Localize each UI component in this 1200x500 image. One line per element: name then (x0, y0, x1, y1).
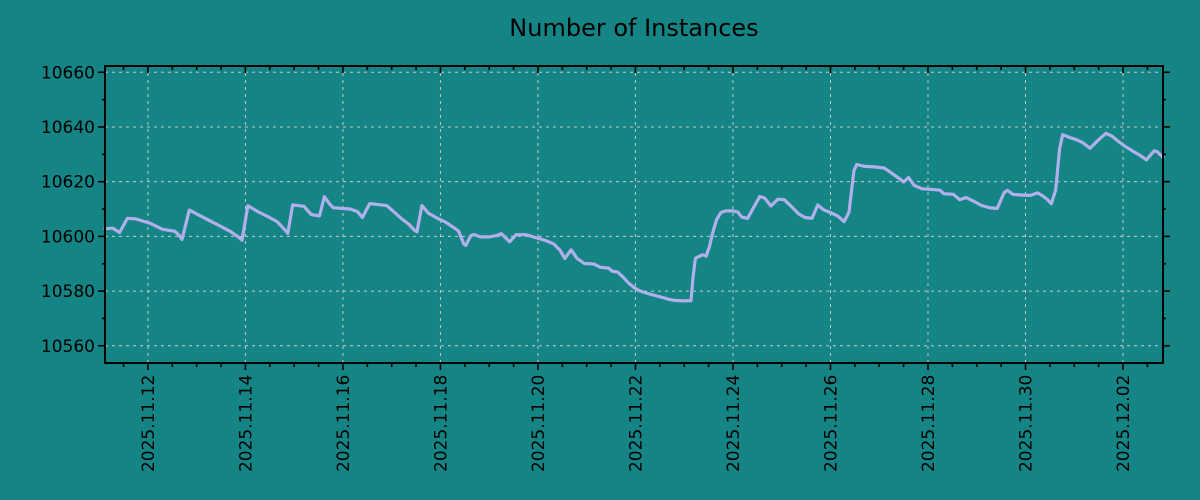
y-tick-label: 10560 (41, 337, 95, 357)
x-tick-label: 2025.11.18 (431, 375, 451, 472)
plot-frame (104, 65, 1164, 364)
y-tick-label: 10620 (41, 173, 95, 193)
x-tick-label: 2025.11.24 (724, 375, 744, 472)
x-tick-label: 2025.11.30 (1017, 375, 1037, 472)
x-tick-label: 2025.11.26 (821, 375, 841, 472)
x-tick-label: 2025.11.12 (139, 375, 159, 472)
x-tick-label: 2025.11.16 (334, 375, 354, 472)
y-tick-label: 10600 (41, 227, 95, 247)
x-tick-label: 2025.11.28 (919, 375, 939, 472)
x-tick-label: 2025.11.22 (626, 375, 646, 472)
x-tick-label: 2025.11.14 (236, 375, 256, 472)
x-tick-label: 2025.11.20 (529, 375, 549, 472)
y-tick-label: 10580 (41, 282, 95, 302)
y-tick-label: 10660 (41, 63, 95, 83)
x-tick-label: 2025.12.02 (1114, 375, 1134, 472)
series-line (103, 131, 1165, 303)
chart-title: Number of Instances (509, 14, 759, 42)
y-tick-label: 10640 (41, 118, 95, 138)
